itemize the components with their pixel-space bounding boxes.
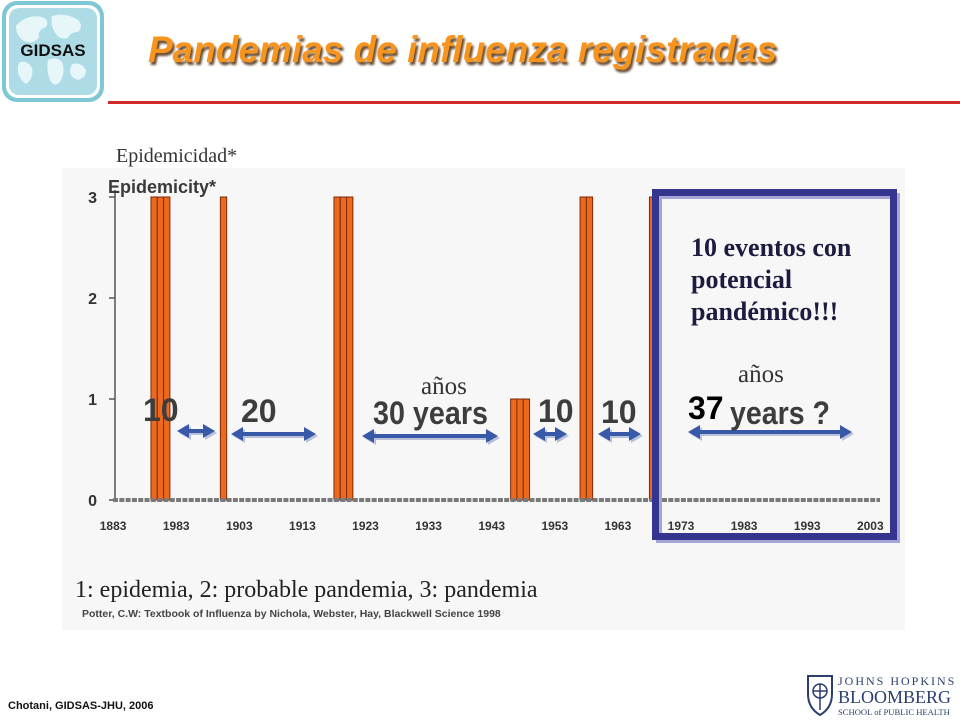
interval-arrow-5: [598, 427, 643, 443]
x-tick-label: 1913: [289, 519, 316, 533]
page-title: Pandemias de influenza registradas: [148, 29, 778, 70]
x-tick-label: 1963: [605, 519, 632, 533]
interval-label: 10: [143, 392, 179, 428]
y-tick-label: 0: [88, 493, 97, 510]
y-ticks: 0 1 2 3: [88, 190, 115, 510]
x-tick-label: 1943: [478, 519, 505, 533]
bar-1889: [150, 196, 158, 501]
bar-1891: [163, 196, 171, 501]
x-tick-label: 1953: [541, 519, 568, 533]
school-line3: SCHOOL of PUBLIC HEALTH: [838, 707, 950, 717]
title-underline: [108, 101, 960, 104]
interval-arrow-4: [533, 427, 569, 443]
highlight-box: 10 eventos con potencial pandémico!!!: [652, 189, 900, 543]
continent-shape: [17, 61, 33, 84]
x-tick-label: 1883: [100, 519, 127, 533]
interval-label: 10: [538, 393, 574, 429]
interval-37-overlay: 37: [688, 390, 724, 426]
interval-label: 10: [601, 394, 637, 430]
bar-1920: [346, 196, 354, 501]
continent-shape: [70, 63, 86, 80]
highlight-box-line: pandémico!!!: [691, 297, 838, 326]
highlight-box-line: potencial: [691, 265, 792, 294]
footer-credit: Chotani, GIDSAS-JHU, 2006: [8, 700, 154, 712]
scale-note: 1: epidemia, 2: probable pandemia, 3: pa…: [75, 577, 538, 603]
school-line1: JOHNS HOPKINS: [838, 674, 956, 688]
bar-1947: [516, 398, 524, 501]
x-tick-label: 1923: [352, 519, 379, 533]
y-tick-label: 2: [88, 291, 97, 308]
interval-arrow-2: [231, 427, 318, 443]
bar-1957: [579, 196, 587, 501]
x-tick-label: 1933: [415, 519, 442, 533]
bar-1946: [510, 398, 518, 501]
logo-text: GIDSAS: [20, 41, 85, 60]
interval-arrows: [177, 424, 854, 445]
bar-1948: [522, 398, 531, 501]
interval-label: 20: [241, 393, 277, 429]
interval-label: 30 years: [373, 395, 488, 431]
bar-1890: [156, 196, 165, 501]
highlight-box-border: [652, 189, 897, 540]
highlight-box-line: 10 eventos con: [691, 233, 852, 262]
anos-label-left: años: [421, 373, 467, 400]
continent-shape: [51, 14, 81, 39]
anos-label-right: años: [738, 361, 784, 388]
x-tick-label: 1973: [668, 519, 695, 533]
school-line2: BLOOMBERG: [838, 687, 951, 707]
continent-shape: [16, 16, 48, 43]
x-ticks: 1883 1983 1903 1913 1923 1933 1943 1953 1963 1973…: [100, 519, 884, 533]
chart-background: [62, 168, 905, 630]
x-tick-label: 1903: [226, 519, 253, 533]
interval-arrow-1: [177, 424, 217, 440]
jhu-bloomberg-logo: JOHNS HOPKINS BLOOMBERG SCHOOL of PUBLIC…: [807, 674, 956, 717]
x-tick-label: 1993: [794, 519, 821, 533]
epidemicidad-label: Epidemicidad*: [116, 145, 237, 167]
y-tick-label: 3: [88, 190, 97, 207]
y-tick-label: 1: [88, 392, 97, 409]
interval-arrow-3: [362, 429, 500, 445]
gidsas-logo: GIDSAS: [2, 1, 104, 102]
x-tick-label: 1983: [731, 519, 758, 533]
citation: Potter, C.W: Textbook of Influenza by Ni…: [82, 608, 501, 620]
bar-1900: [219, 196, 228, 501]
bar-1958: [585, 196, 594, 501]
x-tick-label: 2003: [857, 519, 884, 533]
interval-arrow-6: [688, 425, 854, 441]
y-axis-label: Epidemicity*: [108, 177, 216, 197]
x-tick-label: 1983: [163, 519, 190, 533]
interval-label: years ?: [730, 395, 830, 431]
continent-shape: [47, 58, 64, 85]
bar-1918: [333, 196, 341, 501]
bar-1919: [339, 196, 348, 501]
